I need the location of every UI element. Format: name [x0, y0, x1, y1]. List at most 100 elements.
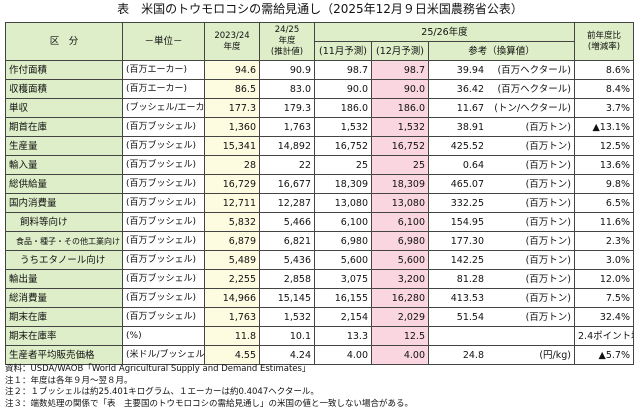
reference-unit: (百万トン): [525, 292, 571, 304]
value-reference: 413.53 (百万トン): [428, 288, 575, 308]
row-label: 輸入量: [5, 155, 123, 175]
value-yoy-change: 32.4%: [574, 307, 634, 327]
header-row-1: 区 分 －単位－ 2023/24 年度 24/25 年度 (推計値) 25/26…: [5, 22, 634, 61]
table-row: 総消費量 (百万ブッシェル) 14,966 15,145 16,155 16,280 413…: [5, 288, 634, 308]
reference-unit: (円/kg): [539, 349, 571, 361]
value-dec-forecast: 25: [371, 155, 429, 175]
value-2024-25: 22: [259, 155, 315, 175]
reference-unit: (百万ヘクタール): [497, 64, 571, 76]
table-row: うちエタノール向け (百万ブッシェル) 5,489 5,436 5,600 5,600 14…: [5, 250, 634, 270]
note-3: 注３：端数処理の関係で「表 主要国のトウモロコシの需給見通し」の米国の値と一致し…: [5, 398, 414, 409]
row-unit: (百万ブッシェル): [122, 288, 205, 308]
value-dec-forecast: 16,752: [371, 136, 429, 156]
value-yoy-change: ▲5.7%: [574, 345, 634, 365]
row-unit: (米ドル/ブッシェル): [122, 345, 205, 365]
reference-unit: (百万トン): [525, 159, 571, 171]
value-2024-25: 5,466: [259, 212, 315, 232]
value-2023-24: 177.3: [204, 98, 260, 118]
value-2023-24: 1,360: [204, 117, 260, 137]
value-yoy-change: 6.5%: [574, 193, 634, 213]
value-2024-25: 10.1: [259, 326, 315, 346]
value-yoy-change: 12.0%: [574, 269, 634, 289]
reference-value: 39.94: [456, 64, 484, 76]
value-yoy-change: 8.4%: [574, 79, 634, 99]
reference-value: 142.25: [450, 254, 484, 266]
row-unit: (百万エーカー): [122, 60, 205, 80]
value-2023-24: 15,341: [204, 136, 260, 156]
header-unit: －単位－: [122, 22, 205, 61]
row-label: 総供給量: [5, 174, 123, 194]
value-nov-forecast: 5,600: [314, 250, 372, 270]
value-reference: 24.8 (円/kg): [428, 345, 575, 365]
value-2024-25: 2,858: [259, 269, 315, 289]
value-2024-25: 83.0: [259, 79, 315, 99]
reference-unit: (百万トン): [525, 311, 571, 323]
value-2023-24: 94.6: [204, 60, 260, 80]
row-unit: (百万ブッシェル): [122, 231, 205, 251]
value-reference: 36.42 (百万ヘクタール): [428, 79, 575, 99]
note-2: 注２：１ブッシェルは約25.401キログラム、１エーカーは約0.4047ヘクター…: [5, 387, 319, 397]
note-source: 資料：USDA/WAOB「World Agricultural Supply a…: [5, 364, 311, 374]
reference-value: 177.30: [450, 235, 484, 247]
table-row: 飼料等向け (百万ブッシェル) 5,832 5,466 6,100 6,100 154.95…: [5, 212, 634, 232]
table-row: 輸入量 (百万ブッシェル) 28 22 25 25 0.64 (百万トン) 13.6%: [5, 155, 634, 175]
row-unit: (百万ブッシェル): [122, 136, 205, 156]
row-unit: (%): [122, 326, 205, 346]
value-2024-25: 16,677: [259, 174, 315, 194]
value-reference: 425.52 (百万トン): [428, 136, 575, 156]
value-reference: 81.28 (百万トン): [428, 269, 575, 289]
reference-value: 425.52: [450, 140, 484, 152]
reference-value: 36.42: [456, 83, 484, 95]
header-2024-25: 24/25 年度 (推計値): [259, 22, 315, 61]
header-2023-24: 2023/24 年度: [204, 22, 260, 61]
value-nov-forecast: 6,980: [314, 231, 372, 251]
header-nov-forecast: (11月予測): [314, 41, 372, 61]
value-2023-24: 86.5: [204, 79, 260, 99]
row-unit: (百万ブッシェル): [122, 307, 205, 327]
value-2023-24: 11.8: [204, 326, 260, 346]
value-2024-25: 12,287: [259, 193, 315, 213]
value-2024-25: 14,892: [259, 136, 315, 156]
value-yoy-change: 11.6%: [574, 212, 634, 232]
value-yoy-change: 2.3%: [574, 231, 634, 251]
value-dec-forecast: 18,309: [371, 174, 429, 194]
value-nov-forecast: 6,100: [314, 212, 372, 232]
value-reference: 39.94 (百万ヘクタール): [428, 60, 575, 80]
reference-value: 24.8: [462, 349, 484, 361]
row-label: 国内消費量: [5, 193, 123, 213]
reference-value: 11.67: [456, 102, 484, 114]
value-nov-forecast: 2,154: [314, 307, 372, 327]
value-nov-forecast: 13,080: [314, 193, 372, 213]
header-2025-26: 25/26年度: [314, 22, 575, 42]
value-reference: [428, 326, 575, 346]
table-row: 単収(ブッシェル/エーカー)177.3179.3186.0186.011.67(…: [5, 98, 634, 118]
row-unit: (百万ブッシェル): [122, 155, 205, 175]
value-2024-25: 15,145: [259, 288, 315, 308]
value-nov-forecast: 25: [314, 155, 372, 175]
row-label: 生産量: [5, 136, 123, 156]
value-yoy-change: 8.6%: [574, 60, 634, 80]
value-dec-forecast: 4.00: [371, 345, 429, 365]
row-label: 期末在庫率: [5, 326, 123, 346]
value-2023-24: 28: [204, 155, 260, 175]
value-yoy-change: 2.4ポイント増: [574, 326, 634, 346]
reference-value: 38.91: [456, 121, 484, 133]
table-row: 生産量 (百万ブッシェル) 15,341 14,892 16,752 16,752 425.…: [5, 136, 634, 156]
value-nov-forecast: 16,155: [314, 288, 372, 308]
value-dec-forecast: 90.0: [371, 79, 429, 99]
value-2023-24: 4.55: [204, 345, 260, 365]
value-yoy-change: 7.5%: [574, 288, 634, 308]
value-dec-forecast: 5,600: [371, 250, 429, 270]
reference-value: 465.07: [450, 178, 484, 190]
table-row: 生産者平均販売価格 (米ドル/ブッシェル) 4.55 4.24 4.00 4.00 24.8…: [5, 345, 634, 365]
row-unit: (百万エーカー): [122, 79, 205, 99]
value-reference: 38.91 (百万トン): [428, 117, 575, 137]
value-yoy-change: 9.8%: [574, 174, 634, 194]
value-reference: 51.54 (百万トン): [428, 307, 575, 327]
note-1: 注１：年度は各年９月～翌８月。: [5, 375, 133, 386]
value-reference: 332.25 (百万トン): [428, 193, 575, 213]
reference-value: 81.28: [456, 273, 484, 285]
value-yoy-change: ▲13.1%: [574, 117, 634, 137]
reference-value: 154.95: [450, 216, 484, 228]
